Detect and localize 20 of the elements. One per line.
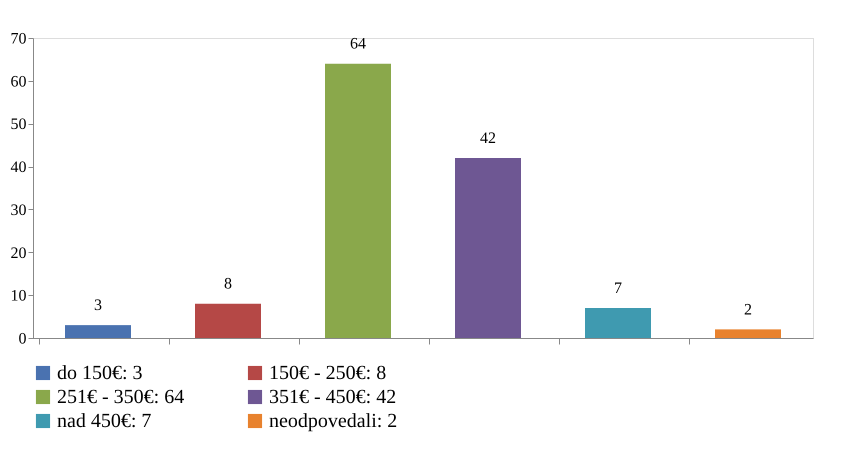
legend-label: 150€ - 250€: 8 — [269, 362, 386, 384]
data-label: 8 — [224, 276, 232, 293]
legend-label: do 150€: 3 — [57, 362, 143, 384]
y-tick-label: 20 — [10, 244, 26, 262]
y-tick-label: 10 — [10, 288, 26, 305]
y-tick-label: 40 — [10, 159, 26, 176]
y-tick-label: 50 — [10, 116, 26, 134]
legend-label: neodpovedali: 2 — [269, 410, 398, 432]
legend-label: 351€ - 450€: 42 — [269, 386, 396, 408]
y-tick-label: 0 — [18, 330, 26, 348]
legend-label: 251€ - 350€: 64 — [57, 386, 184, 408]
data-label: 7 — [614, 280, 622, 297]
y-tick-label: 60 — [10, 73, 26, 90]
y-tick-label: 30 — [10, 202, 26, 219]
data-label: 42 — [480, 130, 496, 147]
data-label: 64 — [350, 36, 366, 53]
legend-label: nad 450€: 7 — [57, 410, 152, 432]
y-tick-label: 70 — [10, 30, 26, 48]
data-label: 2 — [744, 301, 752, 318]
data-label: 3 — [94, 297, 102, 314]
